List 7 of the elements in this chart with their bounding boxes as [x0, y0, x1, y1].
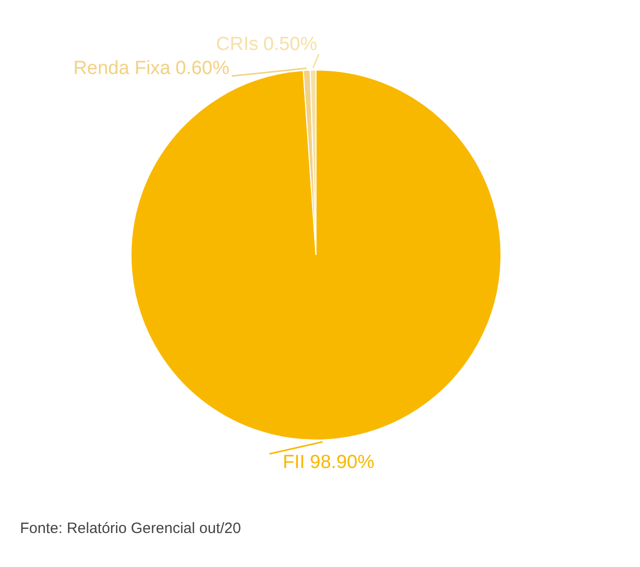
- data-label: 0.50%: [263, 34, 318, 55]
- slice-label: FII: [282, 452, 305, 473]
- slice-label: CRIs: [216, 34, 258, 55]
- data-label: 0.60%: [176, 58, 230, 79]
- slice-label: Renda Fixa: [73, 58, 171, 79]
- data-label: 98.90%: [310, 452, 374, 473]
- source-note: Fonte: Relatório Gerencial out/20: [20, 520, 241, 537]
